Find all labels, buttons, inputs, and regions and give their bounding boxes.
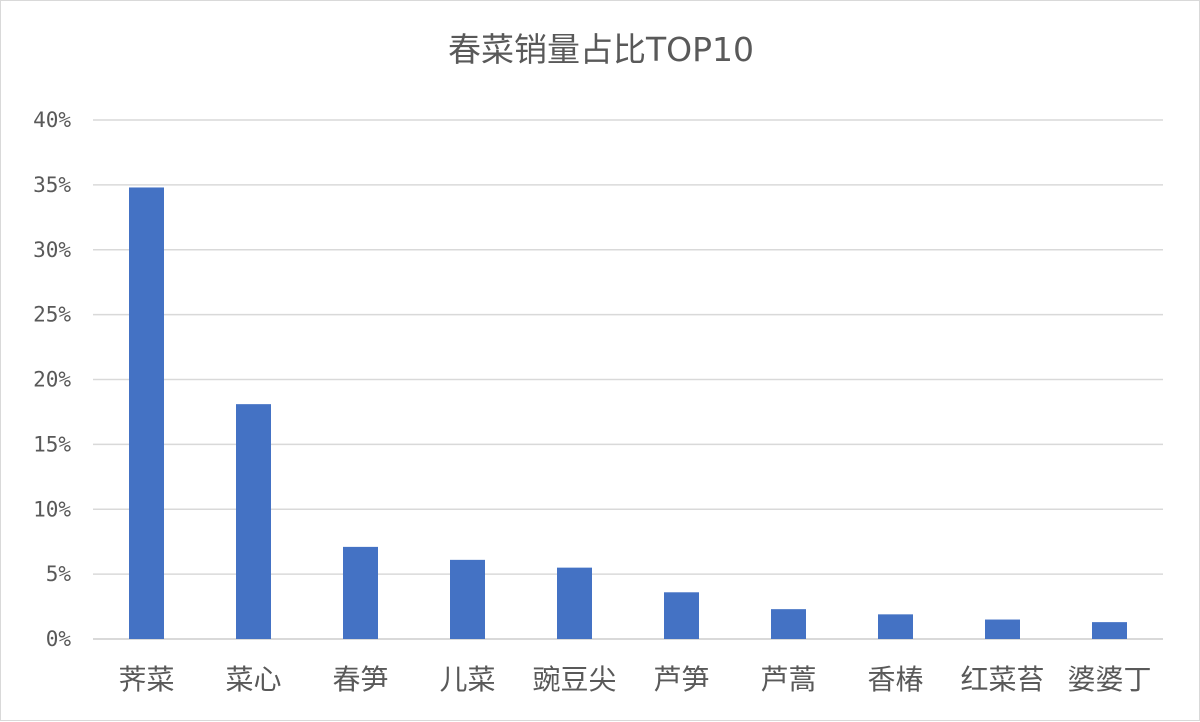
bar [343,546,378,639]
x-category-label: 芦蒿 [760,663,816,696]
x-category-label: 春笋 [332,663,388,696]
bar [985,619,1020,639]
y-tick-label: 0% [46,627,72,651]
y-tick-label: 10% [33,497,71,521]
y-tick-label: 35% [33,173,71,197]
bar [1092,622,1127,639]
bar [771,609,806,639]
x-category-label: 荠菜 [118,663,174,696]
y-tick-label: 40% [33,108,71,132]
x-category-label: 豌豆尖 [532,663,616,696]
gridlines [93,119,1163,640]
bar [878,614,913,639]
x-category-label: 香椿 [867,663,923,696]
y-tick-label: 25% [33,303,71,327]
bar [557,567,592,639]
x-category-label: 菜心 [225,663,281,696]
bars [129,187,1127,639]
y-tick-label: 15% [33,432,71,456]
bar [236,404,271,639]
y-tick-label: 5% [46,562,72,586]
x-axis-labels: 荠菜 菜心 春笋 儿菜 豌豆尖 芦笋 芦蒿 香椿 红菜苔 婆婆丁 [118,663,1151,696]
y-axis-ticks: 0% 5% 10% 15% 20% 25% 30% 35% 40% [33,108,71,651]
y-tick-label: 30% [33,238,71,262]
y-tick-label: 20% [33,368,71,392]
x-category-label: 儿菜 [439,663,495,696]
x-category-label: 芦笋 [653,663,709,696]
bar [450,559,485,639]
bar [664,592,699,639]
x-category-label: 婆婆丁 [1067,663,1151,696]
chart-title: 春菜销量占比TOP10 [447,30,755,69]
x-category-label: 红菜苔 [960,663,1044,696]
bar [129,187,164,639]
